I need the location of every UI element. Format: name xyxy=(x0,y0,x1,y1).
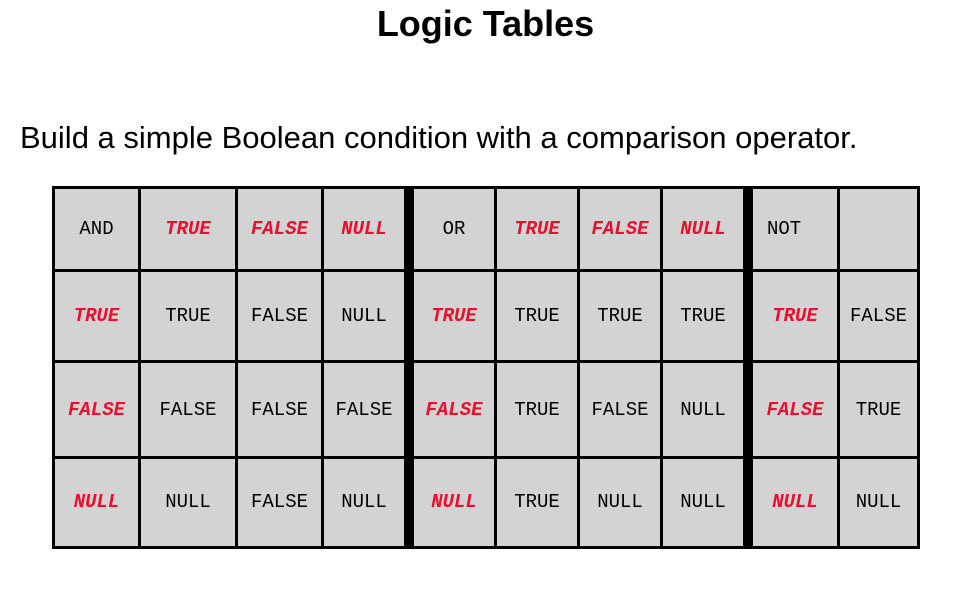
and-row: TRUE TRUE FALSE NULL xyxy=(55,272,404,361)
or-row: TRUE TRUE TRUE TRUE xyxy=(414,272,743,361)
and-cell: FALSE xyxy=(238,272,321,361)
and-header-row: AND TRUE FALSE NULL xyxy=(55,189,404,270)
or-cell: TRUE xyxy=(663,272,743,361)
or-row-header: TRUE xyxy=(414,272,494,361)
and-row-header: FALSE xyxy=(55,363,138,456)
and-column-header: FALSE xyxy=(238,189,321,270)
or-row: FALSE TRUE FALSE NULL xyxy=(414,363,743,456)
or-cell: TRUE xyxy=(497,363,577,456)
not-row-header: FALSE xyxy=(753,363,837,456)
not-cell: FALSE xyxy=(840,272,917,361)
not-table: NOT TRUE FALSE FALSE TRUE NULL NULL xyxy=(750,186,920,549)
or-cell: TRUE xyxy=(580,272,660,361)
and-cell: NULL xyxy=(324,458,404,546)
not-row-header: NULL xyxy=(753,458,837,546)
or-column-header: FALSE xyxy=(580,189,660,270)
not-row-header: TRUE xyxy=(753,272,837,361)
not-row: NULL NULL xyxy=(753,458,917,546)
or-cell: TRUE xyxy=(497,272,577,361)
and-cell: FALSE xyxy=(238,363,321,456)
and-cell: NULL xyxy=(324,272,404,361)
or-cell: FALSE xyxy=(580,363,660,456)
and-row: FALSE FALSE FALSE FALSE xyxy=(55,363,404,456)
and-cell: FALSE xyxy=(141,363,235,456)
not-cell: NULL xyxy=(840,458,917,546)
page-subtitle: Build a simple Boolean condition with a … xyxy=(20,120,858,155)
and-row-header: NULL xyxy=(55,458,138,546)
not-cell: TRUE xyxy=(840,363,917,456)
or-cell: NULL xyxy=(580,458,660,546)
or-column-header: NULL xyxy=(663,189,743,270)
or-header-row: OR TRUE FALSE NULL xyxy=(414,189,743,270)
page-title: Logic Tables xyxy=(376,3,595,44)
or-table: OR TRUE FALSE NULL TRUE TRUE TRUE TRUE F… xyxy=(411,186,746,549)
and-column-header: NULL xyxy=(324,189,404,270)
or-operator-cell: OR xyxy=(414,189,494,270)
not-empty-cell xyxy=(840,189,917,270)
or-cell: TRUE xyxy=(497,458,577,546)
or-row: NULL TRUE NULL NULL xyxy=(414,458,743,546)
and-table: AND TRUE FALSE NULL TRUE TRUE FALSE NULL… xyxy=(52,186,407,549)
not-row: TRUE FALSE xyxy=(753,272,917,361)
and-cell: FALSE xyxy=(324,363,404,456)
or-cell: NULL xyxy=(663,458,743,546)
and-row: NULL NULL FALSE NULL xyxy=(55,458,404,546)
logic-tables: AND TRUE FALSE NULL TRUE TRUE FALSE NULL… xyxy=(52,186,920,549)
or-row-header: NULL xyxy=(414,458,494,546)
not-operator-cell: NOT xyxy=(753,189,837,270)
not-header-row: NOT xyxy=(753,189,917,270)
or-row-header: FALSE xyxy=(414,363,494,456)
and-row-header: TRUE xyxy=(55,272,138,361)
and-cell: NULL xyxy=(141,458,235,546)
and-cell: FALSE xyxy=(238,458,321,546)
and-operator-cell: AND xyxy=(55,189,138,270)
and-cell: TRUE xyxy=(141,272,235,361)
or-cell: NULL xyxy=(663,363,743,456)
and-column-header: TRUE xyxy=(141,189,235,270)
not-row: FALSE TRUE xyxy=(753,363,917,456)
or-column-header: TRUE xyxy=(497,189,577,270)
